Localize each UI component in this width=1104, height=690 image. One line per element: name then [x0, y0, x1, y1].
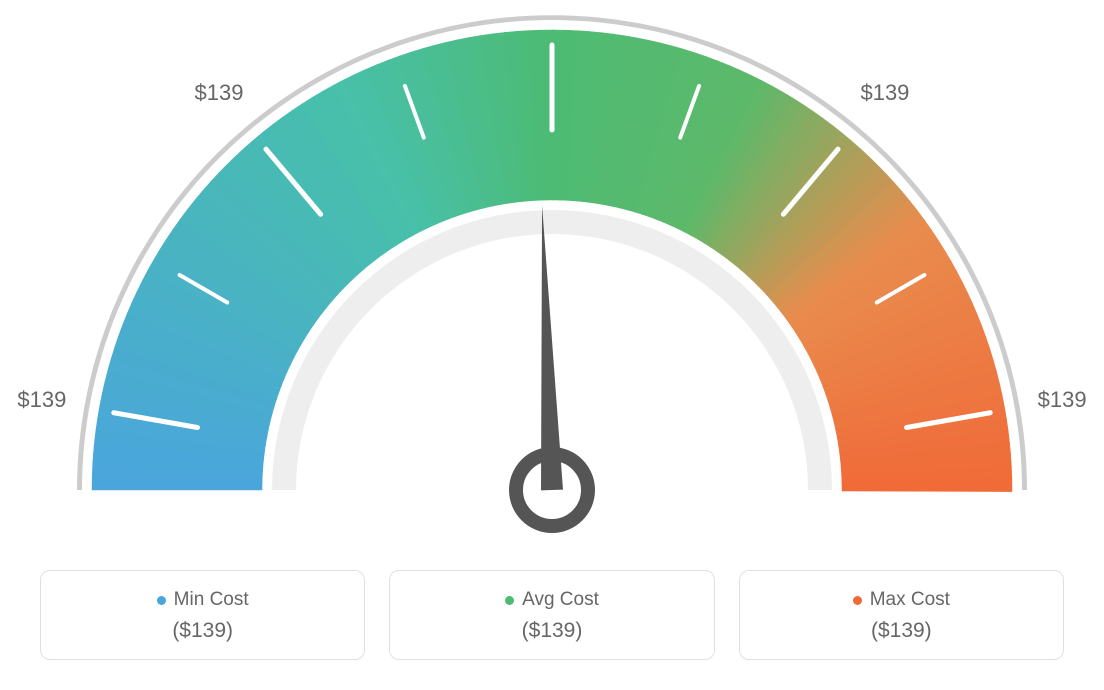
- gauge-chart-wrap: $139$139$139$139$139 Min Cost ($139) Avg…: [0, 0, 1104, 690]
- avg-cost-title: Avg Cost: [505, 589, 599, 611]
- avg-cost-label: Avg Cost: [522, 589, 599, 611]
- min-cost-card: Min Cost ($139): [40, 570, 365, 660]
- min-dot-icon: [157, 596, 166, 605]
- avg-cost-card: Avg Cost ($139): [389, 570, 714, 660]
- gauge-tick-label: $139: [1038, 387, 1087, 413]
- max-cost-title: Max Cost: [853, 589, 950, 611]
- max-cost-value: ($139): [750, 619, 1053, 643]
- min-cost-title: Min Cost: [157, 589, 249, 611]
- gauge-area: $139$139$139$139$139: [0, 0, 1104, 560]
- max-dot-icon: [853, 596, 862, 605]
- max-cost-card: Max Cost ($139): [739, 570, 1064, 660]
- summary-cards: Min Cost ($139) Avg Cost ($139) Max Cost…: [40, 570, 1064, 660]
- gauge-tick-label: $139: [195, 80, 244, 106]
- gauge-tick-label: $139: [860, 80, 909, 106]
- min-cost-label: Min Cost: [174, 589, 249, 611]
- avg-dot-icon: [505, 596, 514, 605]
- min-cost-value: ($139): [51, 619, 354, 643]
- avg-cost-value: ($139): [400, 619, 703, 643]
- gauge-svg: [0, 0, 1104, 560]
- max-cost-label: Max Cost: [870, 589, 950, 611]
- gauge-tick-label: $139: [17, 387, 66, 413]
